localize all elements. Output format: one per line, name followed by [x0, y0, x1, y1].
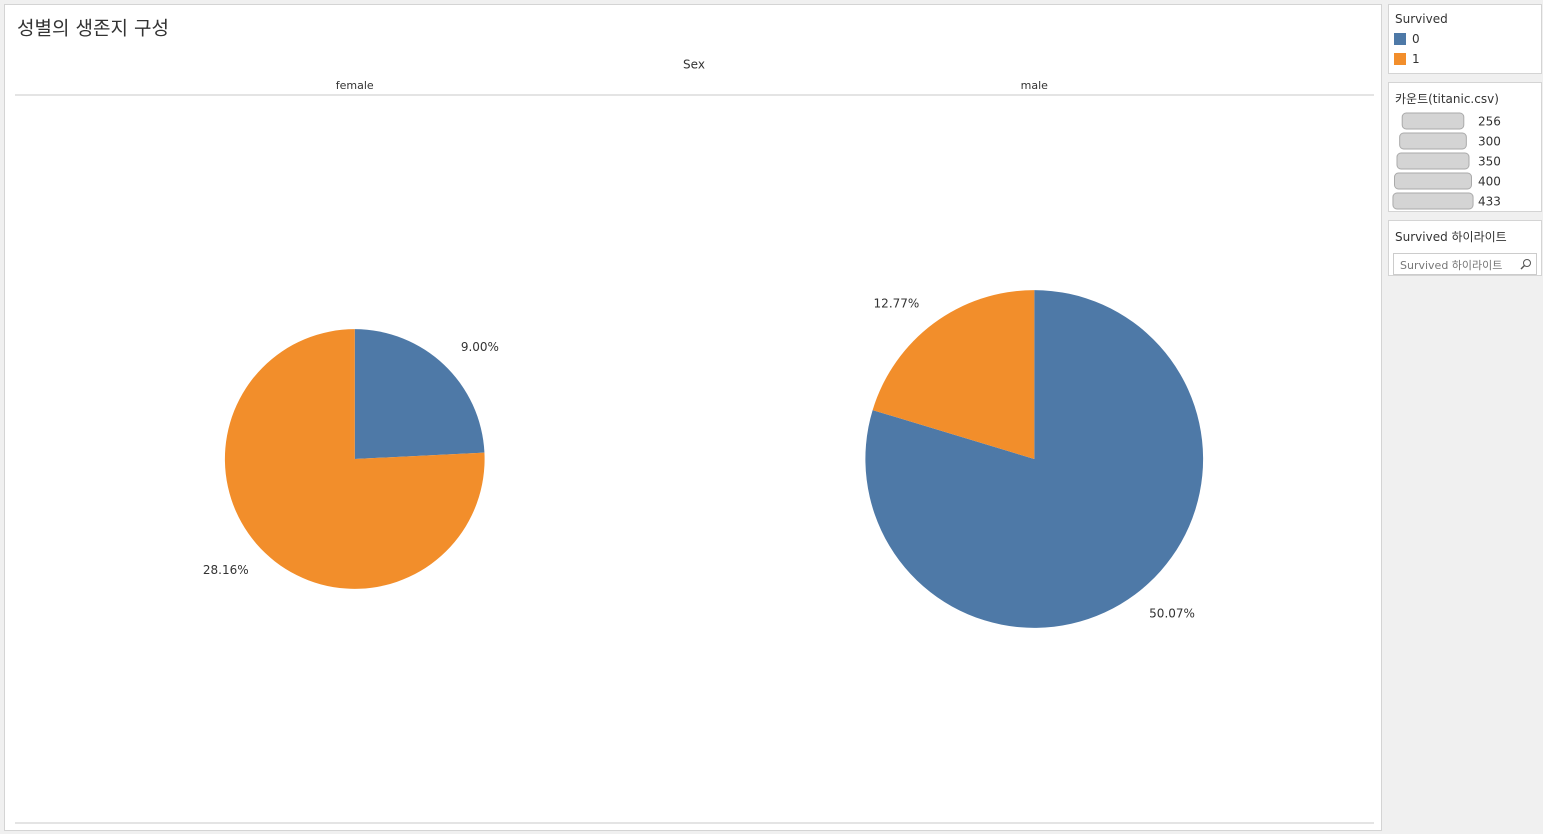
highlighter: Survived 하이라이트 Survived 하이라이트 [1388, 220, 1542, 276]
size-mark [1401, 112, 1465, 130]
slice-label: 12.77% [874, 297, 920, 311]
legend-swatch [1394, 33, 1406, 45]
size-legend-marks: 256 300 350 400 433 [1392, 112, 1501, 210]
chart: 성별의 생존지 구성 Sex female 9.00% 28.16% male 50.0… [15, 18, 1374, 824]
size-mark [1394, 172, 1472, 190]
size-label: 300 [1478, 135, 1501, 149]
facet-label: female [336, 79, 374, 92]
placeholder: Survived 하이라이트 [1400, 259, 1503, 272]
search-icon [1520, 259, 1531, 270]
size-mark [1396, 152, 1470, 170]
slice-label: 50.07% [1149, 606, 1195, 620]
worksheet: 성별의 생존지 구성 Sex female 9.00% 28.16% male 50.0… [4, 4, 1382, 831]
size-label: 400 [1478, 175, 1501, 189]
size-legend: 카운트(titanic.csv) 256 300 350 400 433 [1388, 82, 1542, 212]
legend-title: Survived [1395, 12, 1448, 26]
highlighter-input[interactable]: Survived 하이라이트 [1393, 253, 1537, 275]
size-label: 433 [1478, 195, 1501, 209]
sheet-title: 성별의 생존지 구성 [17, 18, 169, 40]
legend-item: 0 [1389, 30, 1541, 50]
pie-slice [354, 329, 485, 459]
size-legend-title: 카운트(titanic.csv) [1395, 92, 1499, 106]
size-mark [1392, 192, 1474, 210]
highlighter-title: Survived 하이라이트 [1395, 230, 1507, 244]
column-header: Sex [683, 58, 705, 72]
slice-label: 9.00% [461, 340, 499, 354]
pie-slice [224, 329, 485, 589]
size-mark [1399, 132, 1467, 150]
size-label: 256 [1478, 115, 1501, 129]
legend-item: 1 [1389, 50, 1541, 70]
legend-label: 0 [1412, 32, 1420, 46]
size-label: 350 [1478, 155, 1501, 169]
legend-swatch [1394, 53, 1406, 65]
slice-label: 28.16% [203, 563, 249, 577]
pie-slice [872, 290, 1035, 459]
facet-label: male [1021, 79, 1049, 92]
legend-label: 1 [1412, 52, 1420, 66]
